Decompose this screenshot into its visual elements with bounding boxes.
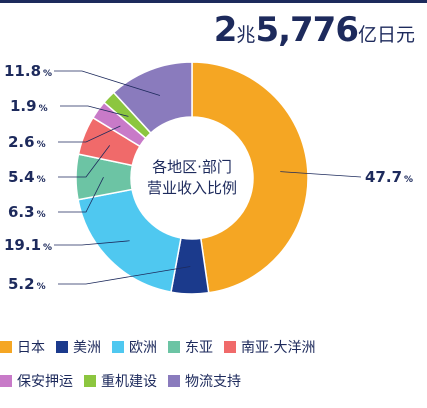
slice-labels: 47.7 % 5.2 % 19.1 % 6.3 % 5.4 % 2.6 % 1.9 % 11.8% [4, 62, 413, 293]
legend-item: 美洲 [56, 337, 101, 357]
donut-slice [191, 61, 309, 294]
legend-item: 欧洲 [112, 337, 157, 357]
legend-item: 重机建设 [84, 371, 157, 391]
total-revenue: 2兆5,776亿日元 [214, 10, 415, 50]
slice-label: 5.4% [8, 168, 46, 186]
total-unit-1: 兆 [236, 24, 256, 46]
leader-line [58, 125, 121, 143]
slice-label: 19.1% [4, 236, 52, 254]
leader-line [54, 240, 130, 246]
legend-label: 保安押运 [17, 374, 73, 390]
legend-label: 重机建设 [101, 374, 157, 390]
top-rule [0, 0, 427, 3]
legend-label: 日本 [17, 340, 45, 356]
legend-item: 日本 [0, 337, 45, 357]
slice-label: 6.3% [8, 203, 46, 221]
legend-row: 保安押运 重机建设 物流支持 [0, 368, 427, 394]
legend-swatch [168, 375, 180, 387]
leader-line [54, 70, 161, 96]
leader-line [60, 105, 129, 117]
legend-row: 日本 美洲 欧洲 东亚 南亚·大洋洲 [0, 334, 427, 360]
legend-swatch [112, 341, 124, 353]
legend-swatch [0, 375, 12, 387]
leader-line [58, 145, 111, 178]
slice-label: 47.7% [365, 168, 413, 186]
legend-swatch [0, 341, 12, 353]
center-label-line1: 各地区·部门 [152, 158, 232, 176]
donut-chart: 47.7 % 5.2 % 19.1 % 6.3 % 5.4 % 2.6 % 1.9 % 11.8% 各地区·… [4, 61, 413, 295]
slice-label: 5.2% [8, 275, 46, 293]
leader-line [280, 171, 362, 178]
legend: 日本 美洲 欧洲 东亚 南亚·大洋洲 保安押运 重机建设 物流支持 [0, 334, 427, 402]
legend-swatch [56, 341, 68, 353]
slice-label: 1.9% [10, 97, 48, 115]
total-number-1: 2 [213, 10, 238, 50]
legend-item: 保安押运 [0, 371, 73, 391]
legend-label: 欧洲 [129, 340, 157, 356]
total-unit-2: 亿日元 [357, 24, 415, 46]
donut-slices [75, 61, 309, 295]
slice-label: 11.8% [4, 62, 52, 80]
total-number-2: 5,776 [255, 10, 359, 50]
leader-lines [54, 70, 362, 285]
legend-swatch [224, 341, 236, 353]
leader-line [58, 266, 191, 285]
donut-slice [112, 61, 193, 135]
legend-label: 东亚 [185, 340, 213, 356]
legend-label: 南亚·大洋洲 [241, 340, 316, 356]
leader-line [58, 176, 104, 213]
slice-label: 2.6% [8, 133, 46, 151]
legend-item: 东亚 [168, 337, 213, 357]
center-label-line2: 营业收入比例 [147, 179, 237, 197]
legend-swatch [168, 341, 180, 353]
legend-label: 美洲 [73, 340, 101, 356]
legend-swatch [84, 375, 96, 387]
legend-item: 南亚·大洋洲 [224, 337, 315, 357]
legend-label: 物流支持 [185, 374, 241, 390]
legend-item: 物流支持 [168, 371, 241, 391]
